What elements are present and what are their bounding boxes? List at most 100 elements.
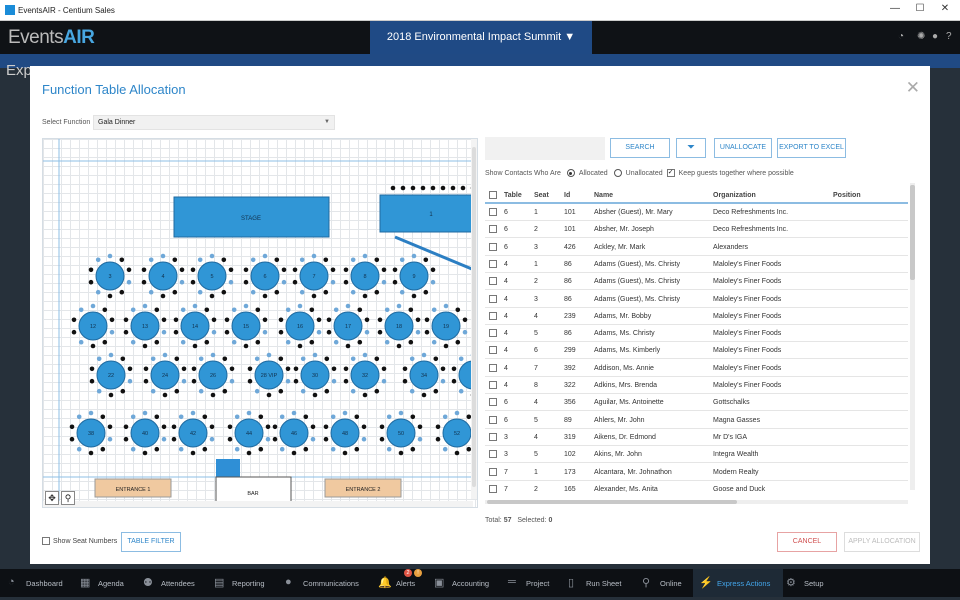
seat[interactable] [433,356,439,362]
seat[interactable] [227,424,233,430]
seat[interactable] [209,293,215,299]
table-filter-button[interactable]: TABLE FILTER [121,532,181,552]
round-table[interactable]: 14 [173,303,217,349]
seat[interactable] [402,378,408,384]
seat[interactable] [350,388,356,394]
seat[interactable] [462,329,468,335]
seat[interactable] [89,378,95,384]
round-table[interactable]: 38 [69,410,113,456]
seat[interactable] [299,257,305,263]
seat[interactable] [71,329,77,335]
seat[interactable] [180,339,186,345]
seat[interactable] [381,378,387,384]
round-table[interactable]: 40 [123,410,167,456]
seat[interactable] [354,446,360,452]
seat[interactable] [197,289,203,295]
seat[interactable] [229,378,235,384]
maximize-button[interactable]: ☐ [915,3,925,14]
seat[interactable] [272,436,278,442]
seat[interactable] [142,450,148,456]
round-table[interactable]: 42 [171,410,215,456]
seat[interactable] [415,329,421,335]
round-table[interactable]: 5 [190,253,234,299]
seat[interactable] [292,279,298,285]
seat[interactable] [399,289,405,295]
seat[interactable] [262,329,268,335]
seat[interactable] [430,279,436,285]
column-id[interactable]: Id [564,192,571,199]
seat[interactable] [454,450,460,456]
seat[interactable] [107,436,113,442]
seat[interactable] [211,317,217,323]
filter-icon[interactable]: ⏷ [676,138,706,158]
seat[interactable] [224,317,230,323]
seat[interactable] [181,378,187,384]
cancel-button[interactable]: CANCEL [777,532,837,552]
seat[interactable] [162,392,168,398]
seat[interactable] [88,267,94,273]
seat[interactable] [154,446,160,452]
round-table[interactable]: 9 [392,253,436,299]
seat[interactable] [161,436,167,442]
round-table[interactable]: 22 [89,352,133,398]
seat[interactable] [197,257,203,263]
seat[interactable] [178,414,184,420]
seat[interactable] [396,343,402,349]
seat[interactable] [361,436,367,442]
seat[interactable] [293,378,299,384]
seat[interactable] [150,388,156,394]
seat[interactable] [102,307,108,313]
seat[interactable] [350,257,356,263]
seat[interactable] [310,424,316,430]
seat[interactable] [326,329,332,335]
seat[interactable] [222,388,228,394]
round-table[interactable]: 19 [424,303,468,349]
column-table[interactable]: Table [504,192,522,199]
help-icon[interactable]: ? [946,31,952,42]
seat[interactable] [455,339,461,345]
round-table[interactable]: 17 [326,303,370,349]
seat[interactable] [421,392,427,398]
seat[interactable] [130,446,136,452]
seat[interactable] [458,356,464,362]
seat[interactable] [161,317,167,323]
seat[interactable] [451,378,457,384]
seat[interactable] [421,352,427,358]
seat[interactable] [180,307,186,313]
seat[interactable] [250,289,256,295]
seat[interactable] [396,303,402,309]
seat[interactable] [109,317,115,323]
seat[interactable] [312,352,318,358]
seat[interactable] [454,410,460,416]
seat[interactable] [362,392,368,398]
seat[interactable] [331,366,337,372]
seat[interactable] [250,257,256,263]
seat[interactable] [279,414,285,420]
seat[interactable] [343,366,349,372]
seat[interactable] [190,450,196,456]
seat[interactable] [171,436,177,442]
round-table[interactable]: 3 [88,253,132,299]
zoom-icon[interactable]: ⚲ [61,491,75,505]
seat[interactable] [435,436,441,442]
table-row[interactable]: 4 2 86 Adams (Guest), Ms. Christy Maloley's … [485,273,908,291]
seat[interactable] [258,446,264,452]
seat[interactable] [161,424,167,430]
seat[interactable] [285,307,291,313]
seat[interactable] [458,388,464,394]
seat[interactable] [123,317,129,323]
seat[interactable] [450,185,456,191]
seat[interactable] [311,293,317,299]
seat[interactable] [386,414,392,420]
table-row[interactable]: 3 5 102 Akins, Mr. John Integra Wealth [485,446,908,464]
seat[interactable] [228,279,234,285]
round-table[interactable]: 7 [292,253,336,299]
round-table[interactable]: 8 [343,253,387,299]
seat[interactable] [415,317,421,323]
seat[interactable] [209,253,215,259]
table-row[interactable]: 6 5 89 Ahlers, Mr. John Magna Gasses [485,412,908,429]
row-checkbox[interactable] [489,363,497,372]
seat[interactable] [377,317,383,323]
round-table[interactable]: 44 [227,410,271,456]
allocated-radio[interactable] [566,169,575,177]
